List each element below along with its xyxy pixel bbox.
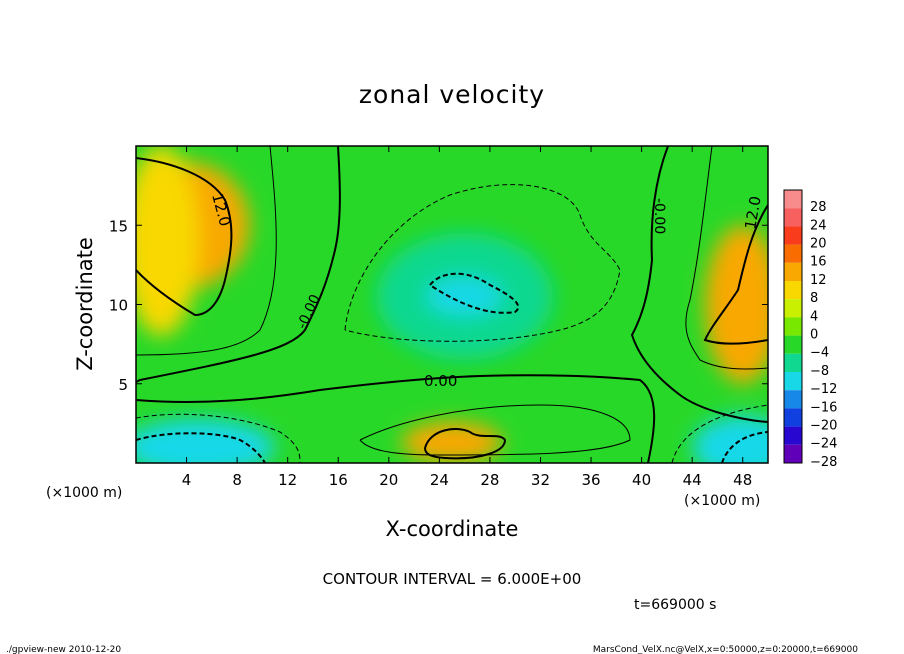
colorbar-segment: [784, 335, 802, 354]
colorbar-label: 4: [810, 309, 818, 324]
contour-field: 12.0 -0.00 0.00 -0.00 12.0: [136, 146, 768, 463]
x-tick-label: 40: [632, 471, 651, 489]
colorbar-label: 24: [810, 218, 827, 233]
colorbar-segment: [784, 262, 802, 281]
field-region-3: [426, 277, 503, 316]
contour-neg12-bottom-right: [721, 431, 768, 463]
contour-zero-left: [136, 146, 341, 383]
x-tick-label: 44: [683, 471, 702, 489]
contour-interval-text: CONTOUR INTERVAL = 6.000E+00: [323, 570, 582, 588]
contour-neg12-bottom-left: [136, 432, 266, 463]
contour-12-left: [136, 157, 233, 317]
colorbar-segment: [784, 390, 802, 409]
colorbar-label: −16: [810, 400, 837, 415]
contour-label-zero-bottom: 0.00: [424, 372, 457, 390]
colorbar-segment: [784, 299, 802, 318]
x-tick-label: 20: [379, 471, 398, 489]
y-axis-ticks: 5 10 15: [109, 217, 768, 394]
colorbar-label: 20: [810, 237, 827, 252]
colorbar-segment: [784, 190, 802, 209]
colorbar-label: −24: [810, 437, 837, 452]
field-region-5: [136, 418, 276, 463]
colorbar-segment: [784, 444, 802, 463]
x-tick-label: 8: [232, 471, 242, 489]
x-tick-label: 24: [430, 471, 449, 489]
colorbar-segment: [784, 408, 802, 427]
x-axis-label: X-coordinate: [386, 517, 519, 541]
colorbar-segment: [784, 281, 802, 300]
colorbar-segment: [784, 353, 802, 372]
y-tick-label: 5: [118, 376, 128, 394]
footer-right: MarsCond_VelX.nc@VelX,x=0:50000,z=0:2000…: [593, 645, 858, 654]
colorbar-label: 16: [810, 255, 827, 270]
colorbar-segment: [784, 244, 802, 263]
y-tick-label: 15: [109, 217, 128, 235]
colorbar-label: 0: [810, 328, 818, 343]
x-tick-label: 16: [329, 471, 348, 489]
chart-title: zonal velocity: [359, 80, 545, 109]
contour-12-right: [703, 204, 768, 345]
y-axis-label: Z-coordinate: [73, 237, 97, 371]
contour-neg6-bottom-right: [671, 404, 768, 463]
colorbar: 28 24 20 16 12 8 4 0 −4 −8 −12 −16 −20 −24 −28: [783, 189, 837, 470]
x-tick-label: 48: [733, 471, 752, 489]
contour-label-zero-right: -0.00: [651, 198, 667, 234]
colorbar-label: 28: [810, 200, 827, 215]
x-tick-label: 4: [182, 471, 192, 489]
footer-left: ./gpview-new 2010-12-20: [6, 645, 121, 654]
y-tick-label: 10: [109, 297, 128, 315]
field-region-6: [692, 415, 768, 463]
colorbar-segment: [784, 317, 802, 336]
colorbar-label: 12: [810, 273, 827, 288]
x-unit-right: (×1000 m): [684, 493, 760, 509]
contour-12-bottom-center: [424, 428, 507, 460]
colorbar-label: −28: [810, 455, 837, 470]
contour-zero-right: [630, 146, 768, 423]
contour-zero-bottom: [136, 374, 656, 463]
field-region-7: [704, 225, 768, 384]
contour-6-bottom: [359, 404, 631, 456]
colorbar-segment: [784, 208, 802, 227]
colorbar-label: 8: [810, 291, 818, 306]
field-region-1: [136, 146, 200, 337]
x-tick-label: 12: [278, 471, 297, 489]
contour-neg12-center: [429, 272, 520, 314]
colorbar-label: −12: [810, 382, 837, 397]
colorbar-segment: [784, 426, 802, 445]
x-tick-label: 32: [531, 471, 550, 489]
colorbar-segment: [784, 372, 802, 391]
contour-neg6-bottom-left: [136, 413, 301, 463]
contour-6-left: [136, 146, 277, 356]
contour-neg6-center: [344, 184, 621, 342]
colorbar-frame: [783, 189, 803, 464]
x-unit-left: (×1000 m): [46, 485, 122, 501]
colorbar-label: −4: [810, 346, 829, 361]
colorbar-segment: [784, 226, 802, 245]
x-tick-label: 36: [581, 471, 600, 489]
contour-label-12-right: 12.0: [741, 195, 765, 231]
contour-6-right: [685, 146, 768, 370]
colorbar-label: −8: [810, 364, 829, 379]
colorbar-label: −20: [810, 419, 837, 434]
x-axis-ticks: 4 8 12 16 20 24 28 32 36 40 44 48: [182, 146, 752, 489]
time-text: t=669000 s: [634, 597, 716, 613]
x-tick-label: 28: [480, 471, 499, 489]
